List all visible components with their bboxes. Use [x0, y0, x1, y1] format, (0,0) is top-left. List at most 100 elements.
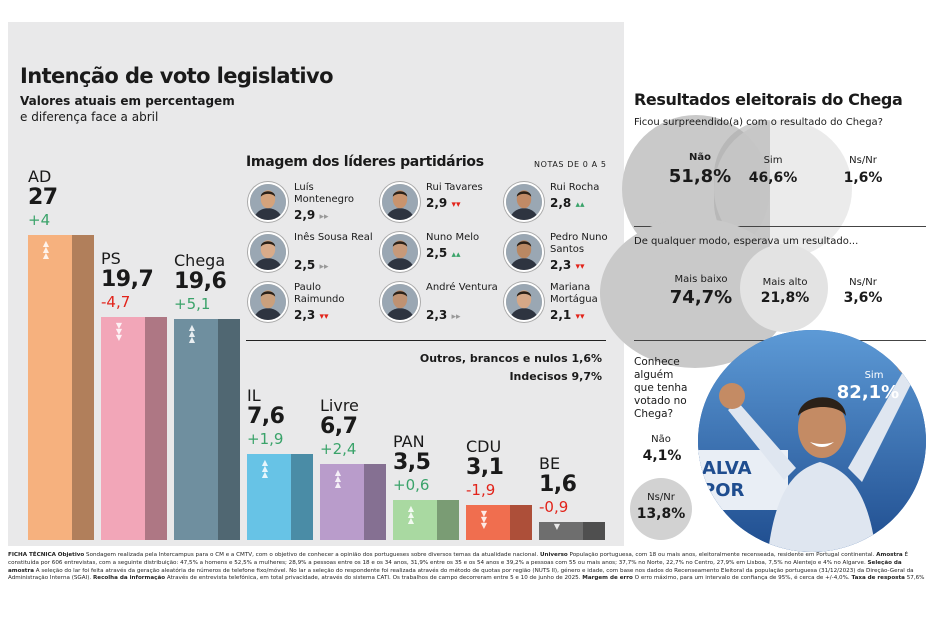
- party-change-il: +1,9: [247, 430, 284, 449]
- trend-up-icon: ▲ ▲ ▲: [188, 322, 196, 344]
- objetivo-text: Sondagem realizada pela Intercampus para…: [86, 552, 539, 558]
- trend-flat-icon: ▸▸: [319, 212, 329, 222]
- leader-score-value: 2,5: [294, 258, 320, 272]
- q1-label-sim: Sim: [763, 155, 783, 166]
- bar-pan: ▲ ▲ ▲: [393, 500, 459, 540]
- taxa-text: 57,6%: [906, 575, 925, 582]
- chart-subtitle-secondary: e diferença face a abril: [20, 110, 159, 124]
- q3-value-sim: 82,1%: [836, 382, 900, 403]
- ventura-illustration: [698, 330, 926, 552]
- chega-results-title: Resultados eleitorais do Chega: [634, 90, 903, 109]
- recolha-label: Recolha da informação: [93, 575, 166, 582]
- leader-photo: [504, 282, 544, 322]
- q2-label-mais-alto: Mais alto: [762, 277, 808, 288]
- party-value-ps: 19,7: [101, 267, 154, 293]
- undecided-line: Indecisos 9,7%: [509, 370, 602, 383]
- leader-score: 2,8 ▴▴: [550, 196, 584, 210]
- leader-name: André Ventura: [426, 282, 498, 293]
- party-value-be: 1,6: [539, 471, 577, 497]
- ventura-photo: ALVA POR: [698, 330, 926, 552]
- bar-shade: [290, 454, 313, 540]
- leader-card: Rui Tavares 2,9 ▾▾: [380, 180, 508, 228]
- q3-label-nsnr: Ns/Nr: [647, 492, 675, 503]
- leader-score-value: 2,3: [294, 308, 320, 322]
- party-name-cdu: CDU: [466, 436, 502, 456]
- leader-card: Mariana Mortágua 2,1 ▾▾: [504, 280, 632, 328]
- bar-shade: [71, 234, 94, 540]
- q1-divider: [634, 226, 926, 227]
- party-value-chega: 19,6: [174, 268, 227, 294]
- q2-label-mais-baixo: Mais baixo: [674, 274, 728, 285]
- selecao-text: A seleção do lar foi feita através da ge…: [8, 567, 914, 582]
- q2-label-nsnr: Ns/Nr: [849, 277, 877, 288]
- leader-photo: [504, 232, 544, 272]
- bar-be: ▼: [539, 521, 605, 540]
- leaders-title: Imagem dos líderes partidários: [246, 154, 484, 170]
- bar-ps: ▼ ▼ ▼: [101, 317, 167, 540]
- taxa-label: Taxa de resposta: [851, 575, 905, 582]
- leader-score: 2,3 ▸▸: [426, 308, 460, 322]
- margem-text: O erro máximo, para um intervalo de conf…: [634, 575, 850, 582]
- chart-subtitle: Valores atuais em percentagem: [20, 94, 235, 108]
- trend-up-icon: ▴▴: [575, 200, 585, 210]
- leader-score: 2,5 ▸▸: [294, 258, 328, 272]
- q1-label-nsnr: Ns/Nr: [849, 155, 877, 166]
- party-change-cdu: -1,9: [466, 480, 496, 499]
- venn-circle-q3-nsnr: [630, 478, 692, 540]
- party-value-il: 7,6: [247, 404, 285, 430]
- party-name-ad: AD: [28, 166, 52, 186]
- leader-score-value: 2,3: [426, 308, 452, 322]
- bar-shade: [217, 318, 240, 540]
- q3-label-nao: Não: [651, 434, 671, 445]
- party-change-livre: +2,4: [320, 440, 357, 459]
- leader-score: 2,3 ▾▾: [550, 258, 584, 272]
- trend-flat-icon: ▸▸: [319, 262, 329, 272]
- trend-up-icon: ▲ ▲ ▲: [42, 238, 50, 260]
- trend-down-icon: ▼: [553, 521, 561, 531]
- leader-photo: [504, 182, 544, 222]
- trend-up-icon: ▲ ▲ ▲: [261, 458, 269, 480]
- leader-card: Paulo Raimundo 2,3 ▾▾: [248, 280, 376, 328]
- party-change-be: -0,9: [539, 497, 569, 516]
- party-name-pan: PAN: [393, 432, 425, 452]
- leader-score-value: 2,3: [550, 258, 576, 272]
- leader-name: Rui Tavares: [426, 182, 483, 193]
- objetivo-label: Objetivo: [57, 552, 85, 558]
- party-name-chega: Chega: [174, 250, 226, 270]
- party-change-ad: +4: [28, 210, 51, 229]
- party-change-ps: -4,7: [101, 293, 131, 312]
- leader-card: André Ventura 2,3 ▸▸: [380, 280, 508, 328]
- universo-label: Universo: [539, 552, 568, 558]
- bar-cdu: ▼ ▼ ▼: [466, 504, 532, 540]
- leader-name: Nuno Melo: [426, 232, 480, 243]
- selecao-label: Seleção da amostra: [8, 559, 902, 574]
- trend-down-icon: ▼ ▼ ▼: [115, 321, 123, 343]
- leader-card: Inês Sousa Real 2,5 ▸▸: [248, 230, 376, 278]
- party-name-ps: PS: [101, 249, 121, 269]
- leader-score: 2,1 ▾▾: [550, 308, 584, 322]
- amostra-label: Amostra: [876, 552, 903, 558]
- others-line: Outros, brancos e nulos 1,6%: [419, 352, 602, 365]
- technical-note: FICHA TÉCNICA Objetivo Sondagem realizad…: [8, 552, 926, 583]
- q3-value-nao: 4,1%: [642, 448, 682, 464]
- party-change-chega: +5,1: [174, 294, 211, 313]
- q1-value-nsnr: 1,6%: [843, 170, 883, 186]
- trend-flat-icon: ▸▸: [451, 312, 461, 322]
- leader-score-value: 2,5: [426, 246, 452, 260]
- leader-name: Mariana Mortágua: [550, 282, 598, 305]
- leader-card: Pedro Nuno Santos 2,3 ▾▾: [504, 230, 632, 278]
- leader-score: 2,5 ▴▴: [426, 246, 460, 260]
- bar-ad: ▲ ▲ ▲: [28, 234, 94, 540]
- bar-shade: [436, 500, 459, 540]
- party-value-ad: 27: [28, 184, 58, 210]
- leader-score: 2,3 ▾▾: [294, 308, 328, 322]
- q2-value-nsnr: 3,6%: [843, 290, 883, 306]
- leader-score-value: 2,1: [550, 308, 576, 322]
- bar-shade: [144, 317, 167, 540]
- bar-shade: [509, 504, 532, 540]
- bar-shade: [363, 464, 386, 540]
- leader-score: 2,9 ▸▸: [294, 208, 328, 222]
- trend-up-icon: ▴▴: [451, 250, 461, 260]
- venn-circle-mais-alto: [740, 244, 828, 332]
- recolha-text: Através de entrevista telefónica, em tot…: [166, 575, 581, 582]
